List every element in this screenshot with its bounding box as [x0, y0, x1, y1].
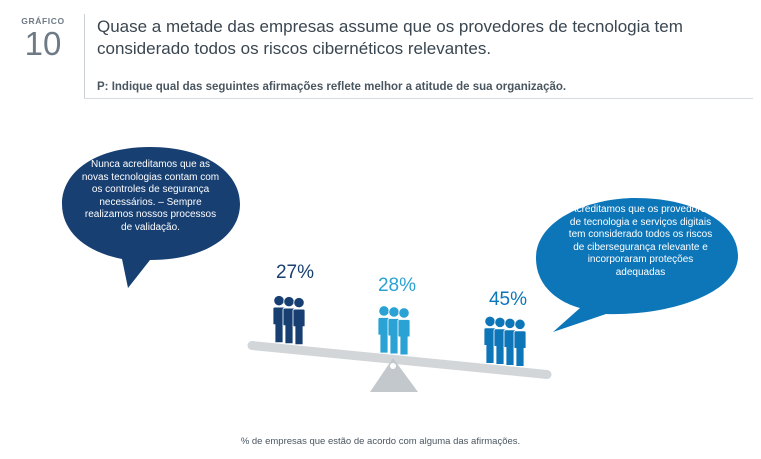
survey-question: P: Indique qual das seguintes afirmações… [97, 81, 567, 93]
value-label-28: 28% [377, 275, 417, 296]
left-bubble-text: Nunca acreditamos que as novas tecnologi… [81, 159, 220, 233]
right-speech-bubble [536, 198, 738, 332]
person-icon-group3-2 [493, 316, 507, 365]
header-divider-vertical [84, 14, 85, 98]
person-icon-group2-2 [387, 306, 401, 355]
person-icon-group2-3 [397, 307, 411, 356]
left-speech-bubble [62, 147, 240, 288]
person-icon-group1-1 [272, 295, 286, 344]
seesaw-chart [62, 147, 738, 392]
value-label-45: 45% [488, 289, 528, 310]
figure-number: 10 [24, 25, 62, 62]
person-icon-group1-2 [282, 296, 296, 345]
person-icon-group3-4 [513, 318, 527, 367]
chart-title: Quase a metade das empresas assume que o… [97, 17, 683, 58]
people-groups [272, 295, 527, 367]
right-bubble-text: Acreditamos que os provedores de tecnolo… [568, 204, 713, 278]
figure-label: GRÁFICO [21, 16, 65, 26]
figure-badge: GRÁFICO 10 [8, 16, 78, 61]
person-icon-group2-1 [377, 305, 391, 354]
chart-caption: % de empresas que estão de acordo com al… [240, 436, 521, 447]
person-icon-group1-3 [292, 297, 306, 346]
seesaw-beam [247, 341, 552, 379]
header-divider-horizontal [84, 98, 753, 99]
person-icon-group3-1 [483, 315, 497, 364]
value-label-27: 27% [275, 262, 315, 283]
person-icon-group3-3 [503, 317, 517, 366]
seesaw-fulcrum [370, 358, 418, 392]
